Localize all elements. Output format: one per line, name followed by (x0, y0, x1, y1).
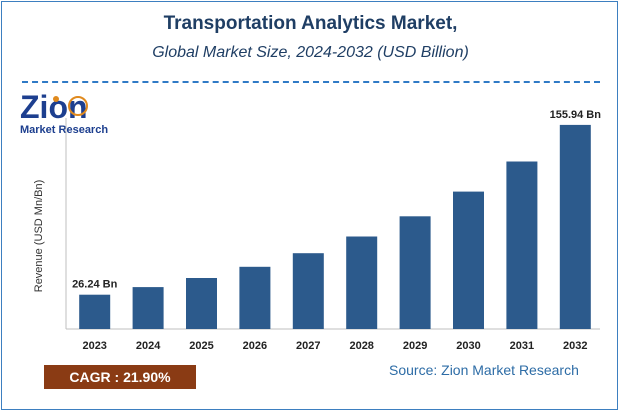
x-tick-2029: 2029 (403, 340, 427, 352)
x-tick-2027: 2027 (296, 340, 320, 352)
bar-2031 (506, 161, 538, 329)
zion-logo: Zion Market Research (20, 89, 108, 136)
x-tick-2023: 2023 (82, 340, 106, 352)
chart-subtitle: Global Market Size, 2024-2032 (USD Billi… (152, 44, 469, 61)
bar-2023 (79, 294, 111, 329)
bar-2027 (292, 253, 324, 329)
bar-2032 (559, 124, 591, 330)
x-tick-2026: 2026 (243, 340, 267, 352)
x-tick-2024: 2024 (136, 340, 161, 352)
bar-2024 (132, 287, 164, 329)
logo-dot-icon (53, 96, 59, 102)
data-label-2023: 26.24 Bn (72, 279, 118, 291)
source-note: Source: Zion Market Research (389, 362, 579, 378)
bar-2030 (453, 191, 484, 329)
bar-2029 (399, 216, 431, 329)
bar-2028 (346, 236, 378, 329)
logo-text-market-research: Market Research (20, 124, 108, 136)
bar-2025 (186, 278, 217, 329)
logo-text-zion: Zion (20, 89, 88, 125)
x-tick-2025: 2025 (189, 340, 213, 352)
data-label-2032: 155.94 Bn (550, 109, 602, 121)
cagr-badge: CAGR : 21.90% (44, 365, 196, 389)
bar-2026 (239, 266, 271, 329)
x-tick-2028: 2028 (349, 340, 373, 352)
logo-globe-icon (68, 96, 88, 116)
x-tick-2031: 2031 (510, 340, 534, 352)
chart-title: Transportation Analytics Market, (163, 13, 458, 34)
divider (22, 81, 600, 83)
x-tick-2032: 2032 (563, 340, 587, 352)
x-tick-2030: 2030 (456, 340, 480, 352)
